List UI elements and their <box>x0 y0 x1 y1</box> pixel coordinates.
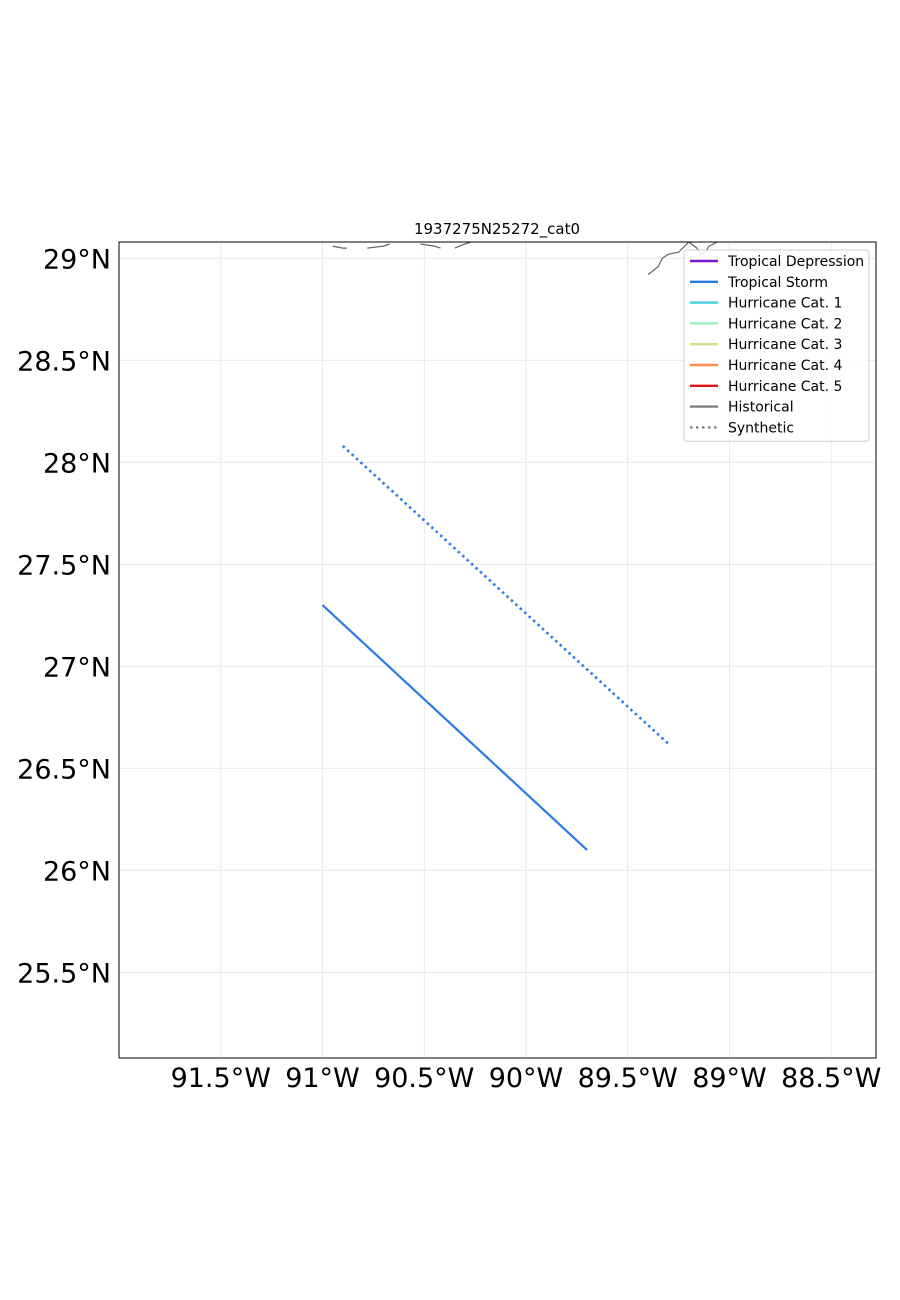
legend-box <box>683 249 870 442</box>
x-tick-label-6: 88.5°W <box>781 1063 881 1094</box>
legend: Tropical Depression Tropical Storm Hurrica… <box>683 249 870 442</box>
coastline-segment-3 <box>454 242 472 249</box>
legend-label-0: Tropical Depression <box>727 254 864 270</box>
storm-tracks <box>321 445 670 851</box>
x-tick-label-4: 89.5°W <box>578 1063 678 1094</box>
synthetic-track-1 <box>341 445 670 745</box>
coastline-segment-1 <box>367 243 390 249</box>
y-tick-label-3: 27°N <box>43 652 111 683</box>
y-tick-label-7: 29°N <box>43 244 111 275</box>
plot-frame <box>118 241 877 1059</box>
y-tick-label-4: 27.5°N <box>17 550 111 581</box>
y-tick-label-5: 28°N <box>43 448 111 479</box>
x-axis-tick-labels: 91.5°W 91°W 90.5°W 90°W 89.5°W 89°W 88.5°W <box>171 1063 882 1094</box>
legend-label-5: Hurricane Cat. 4 <box>728 358 843 374</box>
x-tick-label-1: 91°W <box>285 1063 360 1094</box>
legend-label-4: Hurricane Cat. 3 <box>728 337 842 353</box>
y-tick-label-1: 26°N <box>43 856 111 887</box>
x-tick-label-5: 89°W <box>692 1063 767 1094</box>
legend-label-8: Synthetic <box>728 420 794 436</box>
legend-label-7: Historical <box>728 400 794 416</box>
x-tick-label-0: 91.5°W <box>171 1063 271 1094</box>
x-tick-label-2: 90.5°W <box>374 1063 474 1094</box>
y-tick-label-6: 28.5°N <box>17 346 111 377</box>
y-tick-label-2: 26.5°N <box>17 754 111 785</box>
legend-label-3: Hurricane Cat. 2 <box>728 316 842 332</box>
y-tick-label-0: 25.5°N <box>17 958 111 989</box>
map-title: 1937275N25272_cat0 <box>414 220 580 239</box>
historical-track-0 <box>321 604 588 851</box>
coastline-segment-0 <box>332 245 347 249</box>
coastline-segment-4 <box>647 242 690 276</box>
legend-label-2: Hurricane Cat. 1 <box>728 296 842 312</box>
x-tick-label-3: 90°W <box>489 1063 564 1094</box>
legend-label-1: Tropical Storm <box>727 275 828 291</box>
legend-label-6: Hurricane Cat. 5 <box>728 379 842 395</box>
coastline-segment-2 <box>420 243 441 249</box>
y-axis-tick-labels: 25.5°N 26°N 26.5°N 27°N 27.5°N 28°N 28.5°N 29°N <box>17 244 111 989</box>
